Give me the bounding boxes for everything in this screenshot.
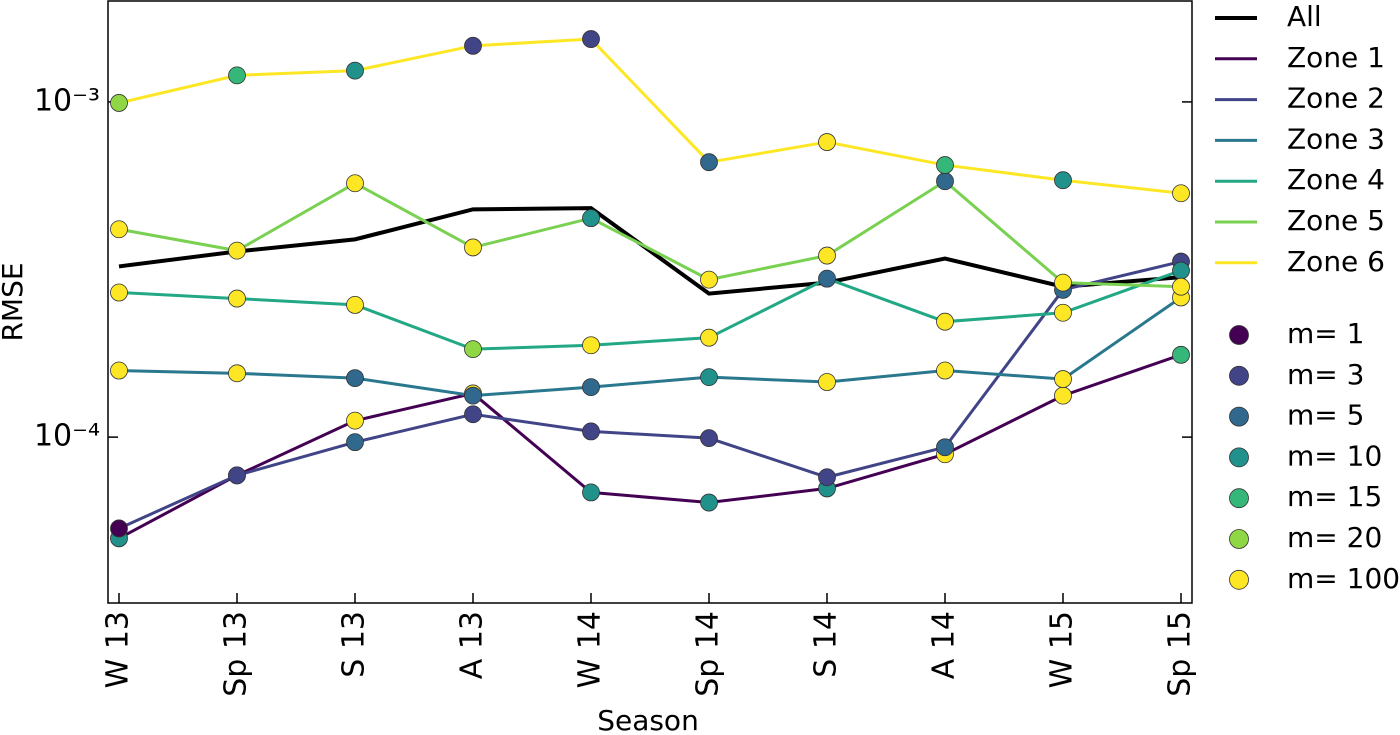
x-tick-label: W 15 (1045, 611, 1080, 688)
data-point (582, 336, 600, 355)
data-point (582, 30, 600, 48)
legend-label: m= 10 (1287, 439, 1382, 472)
data-point (818, 269, 836, 288)
y-axis-label: RMSE (0, 262, 29, 341)
legend-label: Zone 5 (1287, 204, 1385, 237)
series-line (118, 269, 1182, 351)
data-point (700, 368, 718, 387)
data-point (228, 66, 246, 85)
legend-label: All (1287, 0, 1322, 33)
data-point (818, 133, 836, 151)
x-tick-label: S 13 (337, 611, 372, 678)
legend-marker (1229, 325, 1249, 345)
legend-label: Zone 1 (1287, 41, 1385, 74)
data-point (582, 209, 600, 228)
data-point (936, 156, 954, 174)
data-point (936, 361, 954, 380)
data-point (228, 289, 246, 308)
series-line (118, 37, 1182, 195)
data-point (582, 483, 600, 502)
series-line (118, 296, 1182, 398)
series-line (118, 260, 1182, 530)
data-point (1054, 370, 1072, 388)
x-tick-label: Sp 14 (691, 611, 726, 697)
data-point (700, 493, 718, 512)
y-tick-label: 10⁻³ (34, 83, 100, 118)
data-point (936, 312, 954, 331)
data-point (464, 340, 482, 359)
data-point (110, 283, 128, 302)
data-point (464, 386, 482, 405)
legend-marker (1229, 488, 1249, 509)
x-tick-label: S 14 (809, 611, 844, 678)
legend-marker (1229, 569, 1249, 590)
data-point (1054, 303, 1072, 322)
legend-label: Zone 6 (1287, 245, 1385, 278)
data-point (700, 328, 718, 347)
legend-marker (1229, 406, 1249, 427)
data-point (818, 468, 836, 487)
data-point (1172, 261, 1190, 280)
data-point (346, 174, 364, 193)
data-point (228, 241, 246, 260)
x-tick-label: W 14 (573, 611, 608, 688)
legend-label: m= 15 (1287, 480, 1382, 513)
data-point (464, 36, 482, 55)
data-point (1172, 277, 1190, 296)
legend-label: Zone 4 (1287, 163, 1385, 196)
data-point (1172, 345, 1190, 364)
legend-marker (1229, 529, 1249, 549)
data-point (346, 411, 364, 430)
data-point (936, 438, 954, 457)
data-point (346, 295, 364, 314)
legend-label: m= 100 (1287, 562, 1400, 595)
data-point (110, 220, 128, 239)
series-line (118, 179, 1182, 289)
x-tick-label: A 14 (927, 611, 962, 679)
legend-label: Zone 3 (1287, 122, 1385, 155)
x-tick-label: Sp 13 (219, 611, 254, 697)
data-point (700, 270, 718, 289)
data-point (110, 94, 128, 112)
data-point (228, 364, 246, 383)
data-point (228, 466, 246, 485)
data-point (700, 429, 718, 448)
x-tick-label: W 13 (101, 611, 136, 688)
legend-label: m= 5 (1287, 399, 1364, 432)
data-point (582, 378, 600, 397)
data-point (464, 238, 482, 257)
data-point (1054, 171, 1072, 190)
legend-label: Zone 2 (1287, 82, 1385, 115)
data-point (1172, 184, 1190, 203)
x-tick-label: Sp 15 (1163, 611, 1198, 697)
data-point (582, 422, 600, 441)
legend-label: m= 1 (1287, 317, 1364, 350)
data-point (1054, 386, 1072, 405)
legend-label: m= 3 (1287, 358, 1364, 391)
data-point (818, 246, 836, 265)
data-point (346, 369, 364, 387)
plot-frame (107, 0, 1193, 604)
data-point (936, 172, 954, 191)
x-axis-label: Season (597, 704, 699, 735)
data-point (700, 153, 718, 172)
x-tick-label: A 13 (455, 611, 490, 679)
series-line (118, 206, 1182, 296)
data-point (1054, 273, 1072, 292)
data-point (464, 405, 482, 424)
legend-marker (1229, 447, 1249, 468)
data-point (818, 373, 836, 391)
series-line (118, 353, 1182, 540)
legend-marker (1229, 365, 1249, 386)
data-point (110, 519, 128, 538)
y-tick-label: 10⁻⁴ (34, 419, 100, 454)
data-point (346, 61, 364, 80)
data-point (110, 361, 128, 380)
legend-label: m= 20 (1287, 521, 1382, 554)
data-point (346, 433, 364, 452)
